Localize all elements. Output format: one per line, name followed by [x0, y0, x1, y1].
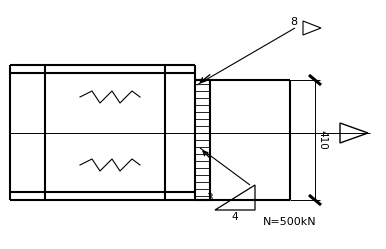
Text: 8: 8 [290, 17, 298, 27]
Text: N=500kN: N=500kN [263, 217, 317, 227]
Text: 4: 4 [232, 212, 238, 222]
Text: 3: 3 [206, 193, 212, 203]
Text: 410: 410 [317, 130, 327, 150]
